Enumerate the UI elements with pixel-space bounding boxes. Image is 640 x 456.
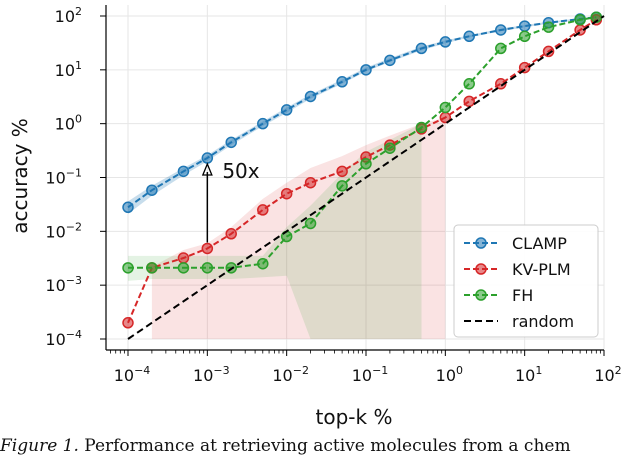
data-point-kv-plm [201,242,214,255]
caption-text: Performance at retrieving active molecul… [78,436,571,456]
data-point-clamp [463,30,475,43]
data-point-clamp [518,20,531,32]
x-tick-label: 102 [594,364,621,385]
data-point-clamp [177,165,190,178]
data-point-fh [384,142,396,154]
data-point-fh [439,101,452,114]
data-point-clamp [225,136,237,149]
y-tick-label: 10−3 [45,274,82,295]
data-point-fh [122,262,134,274]
legend-label-kv-plm: KV-PLM [512,260,571,279]
axes: 10−4 10−3 10−2 10−1 100 101 102 10−4 10−3 10−2 10−… [45,5,622,385]
x-tick-label: 101 [515,364,542,385]
y-tick-label: 10−1 [45,167,82,188]
legend-marker-kv-plm [475,263,487,275]
x-axis-label: top-k % [316,405,393,429]
data-point-kv-plm [122,317,134,329]
series-layer [122,11,605,340]
legend-marker-fh [475,289,487,301]
data-point-fh [177,262,190,274]
data-point-clamp [122,201,134,214]
legend-label-fh: FH [512,286,533,305]
data-point-fh [495,42,507,55]
annotation: 50x [201,159,260,243]
legend-marker-clamp [475,237,487,249]
y-tick-label: 10−4 [45,328,82,349]
legend-label-random: random [512,312,574,331]
data-point-clamp [257,117,269,130]
band-fh [128,123,422,339]
data-point-fh [360,158,372,170]
data-point-clamp [201,152,214,164]
data-point-fh [518,30,531,43]
data-point-clamp [415,42,428,55]
data-point-clamp [384,54,396,67]
data-point-fh [201,262,214,274]
data-point-kv-plm [257,204,269,216]
x-tick-label: 10−1 [352,364,389,385]
data-point-fh [542,21,555,33]
data-point-kv-plm [542,45,555,58]
data-point-fh [257,257,269,270]
band-kv-plm [151,117,446,339]
data-point-fh [336,180,348,192]
annotation-arrow-head [201,162,213,176]
x-tick-label: 100 [436,364,463,385]
data-point-clamp [280,104,293,116]
data-point-kv-plm [280,187,293,200]
data-point-clamp [360,64,372,76]
data-point-fh [146,262,158,274]
data-point-clamp [439,36,452,48]
data-point-fh [463,78,475,90]
x-tick-label: 10−4 [114,364,151,385]
y-tick-label: 101 [55,59,82,80]
data-point-clamp [495,24,507,36]
y-axis-label: accuracy % [8,118,32,234]
data-point-fh [304,217,317,230]
legend-label-clamp: CLAMP [512,234,567,253]
series-line-random [127,15,605,340]
y-tick-label: 10−2 [45,220,82,241]
data-point-fh [574,14,586,26]
data-point-clamp [336,76,348,88]
annotation-label: 50x [222,159,259,183]
x-tick-label: 10−3 [193,364,230,385]
y-tick-label: 100 [55,113,82,134]
caption-label: Figure 1. [0,436,79,456]
data-point-kv-plm [225,228,237,240]
data-point-kv-plm [304,176,317,189]
y-tick-label: 102 [55,5,82,26]
figure-caption: Figure 1. Performance at retrieving acti… [0,436,640,456]
data-point-fh [415,121,428,134]
data-point-kv-plm [463,95,475,108]
chart: 50x 10−4 10−3 10−2 10−1 100 101 10210−410−310−… [8,5,622,429]
data-point-clamp [304,90,317,103]
data-point-kv-plm [177,252,190,264]
legend-box [453,224,599,338]
legend: CLAMP KV-PLM FH random [453,224,599,338]
x-tick-label: 10−2 [272,364,309,385]
uncertainty-bands [128,16,597,339]
data-point-kv-plm [336,165,348,178]
data-point-clamp [146,184,158,196]
